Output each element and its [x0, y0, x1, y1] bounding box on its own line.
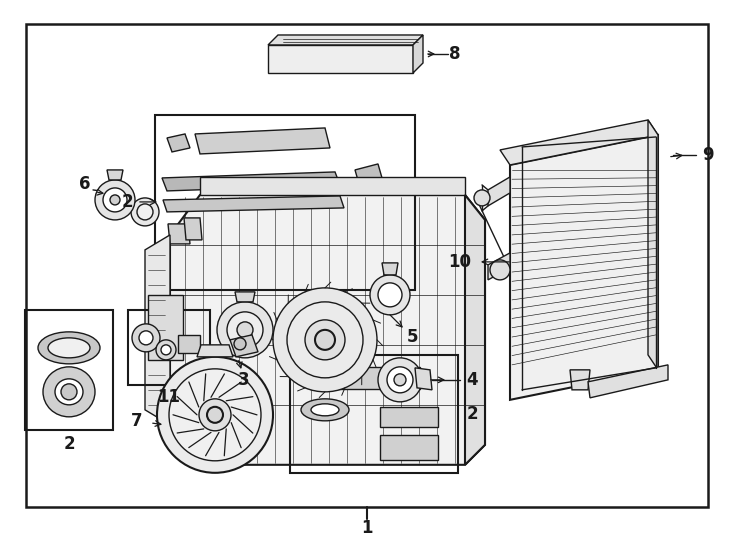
Polygon shape: [355, 164, 382, 184]
Text: 1: 1: [361, 519, 373, 537]
Bar: [310, 367, 420, 389]
Circle shape: [234, 338, 246, 350]
Polygon shape: [195, 128, 330, 154]
Polygon shape: [167, 134, 190, 152]
Ellipse shape: [48, 338, 90, 358]
Text: 6: 6: [79, 175, 91, 193]
Polygon shape: [510, 135, 658, 400]
Circle shape: [131, 198, 159, 226]
Ellipse shape: [55, 379, 83, 405]
Bar: [290, 355, 458, 473]
Polygon shape: [382, 263, 398, 275]
Circle shape: [61, 384, 77, 400]
Circle shape: [110, 195, 120, 205]
Text: 9: 9: [702, 146, 713, 164]
Ellipse shape: [43, 367, 95, 417]
Circle shape: [139, 331, 153, 345]
Text: 4: 4: [466, 371, 478, 389]
Bar: [268, 45, 413, 73]
Polygon shape: [415, 368, 432, 390]
Text: 3: 3: [239, 371, 250, 389]
Circle shape: [137, 204, 153, 220]
Bar: [128, 310, 210, 385]
Circle shape: [474, 190, 490, 206]
Circle shape: [370, 275, 410, 315]
Polygon shape: [197, 345, 233, 357]
Polygon shape: [488, 177, 510, 206]
Bar: [155, 115, 415, 290]
Text: 2: 2: [63, 435, 75, 453]
Circle shape: [287, 302, 363, 378]
Circle shape: [394, 374, 406, 386]
Circle shape: [305, 320, 345, 360]
Circle shape: [315, 330, 335, 350]
Polygon shape: [107, 170, 123, 180]
Circle shape: [103, 188, 127, 212]
Bar: [26, 24, 708, 508]
Text: 7: 7: [131, 412, 143, 430]
Text: 11: 11: [158, 388, 181, 406]
Circle shape: [237, 322, 253, 338]
Polygon shape: [163, 196, 344, 212]
Circle shape: [227, 312, 263, 348]
Polygon shape: [413, 35, 423, 73]
Circle shape: [378, 358, 422, 402]
Circle shape: [273, 288, 377, 392]
Text: 10: 10: [448, 253, 471, 271]
Polygon shape: [235, 292, 255, 302]
Text: 2: 2: [121, 193, 133, 211]
Circle shape: [387, 367, 413, 393]
Polygon shape: [588, 365, 668, 398]
Circle shape: [156, 340, 176, 360]
Text: 5: 5: [406, 328, 418, 346]
Bar: [148, 295, 183, 360]
Circle shape: [490, 260, 510, 280]
Polygon shape: [268, 35, 423, 45]
Circle shape: [207, 407, 223, 423]
Polygon shape: [170, 195, 485, 465]
Polygon shape: [230, 335, 258, 357]
Polygon shape: [184, 218, 202, 240]
Polygon shape: [570, 370, 590, 390]
Ellipse shape: [311, 404, 339, 416]
Circle shape: [169, 369, 261, 461]
Circle shape: [157, 357, 273, 473]
Circle shape: [217, 302, 273, 358]
Circle shape: [199, 399, 231, 431]
Circle shape: [95, 180, 135, 220]
Ellipse shape: [38, 332, 100, 364]
Bar: [380, 407, 438, 427]
Text: 2: 2: [466, 405, 478, 423]
Bar: [380, 435, 438, 460]
Polygon shape: [200, 177, 465, 195]
Bar: [178, 335, 200, 353]
Text: 8: 8: [449, 45, 461, 63]
Polygon shape: [145, 235, 170, 425]
Polygon shape: [168, 224, 190, 244]
Polygon shape: [500, 120, 658, 165]
Polygon shape: [465, 195, 485, 465]
Bar: [25, 310, 113, 430]
Polygon shape: [488, 253, 510, 280]
Polygon shape: [648, 120, 658, 370]
Circle shape: [132, 324, 160, 352]
Circle shape: [378, 283, 402, 307]
Circle shape: [161, 345, 171, 355]
Ellipse shape: [301, 399, 349, 421]
Polygon shape: [162, 172, 340, 191]
